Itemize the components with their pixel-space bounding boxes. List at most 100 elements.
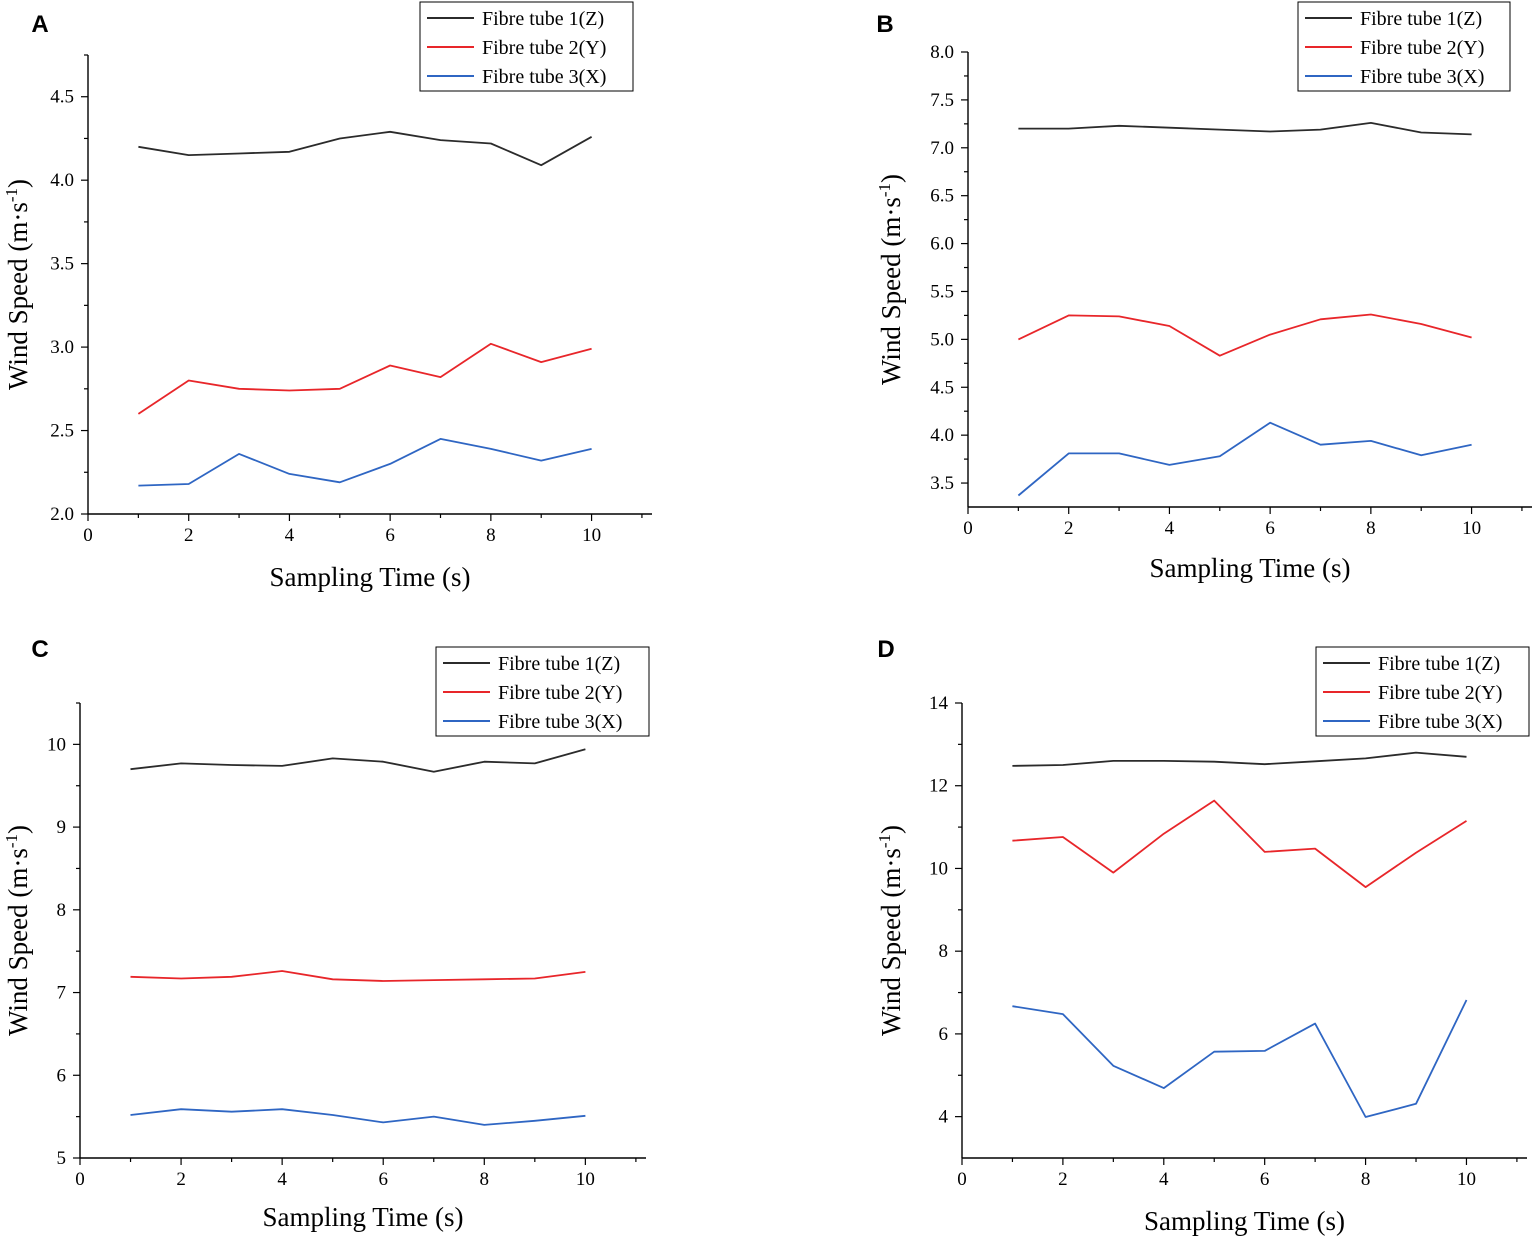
panel-letter: A — [31, 11, 48, 38]
y-axis-title-superscript: -1 — [875, 834, 894, 848]
legend-label-fibre-tube-3: Fibre tube 3(X) — [1360, 66, 1484, 88]
x-tick-label: 6 — [385, 525, 395, 546]
legend-label-fibre-tube-3: Fibre tube 3(X) — [498, 711, 622, 733]
legend-label-fibre-tube-2: Fibre tube 2(Y) — [1360, 37, 1484, 59]
y-tick-label: 10 — [47, 734, 66, 755]
y-axis-title-close: ) — [3, 825, 33, 834]
y-tick-label: 7.5 — [930, 90, 954, 111]
x-tick-label: 0 — [957, 1169, 967, 1190]
legend-label-fibre-tube-1: Fibre tube 1(Z) — [1360, 8, 1482, 30]
y-tick-label: 6.5 — [930, 186, 954, 207]
y-tick-label: 4.5 — [930, 377, 954, 398]
x-tick-label: 4 — [277, 1169, 287, 1190]
y-axis-title-close: ) — [876, 174, 906, 183]
series-line-fibre-tube-3 — [1017, 421, 1472, 497]
legend: Fibre tube 1(Z) Fibre tube 2(Y) Fibre tube… — [435, 646, 650, 737]
y-tick-label: 3.0 — [50, 337, 74, 358]
series-line-fibre-tube-3 — [130, 1108, 586, 1126]
series-line-fibre-tube-1 — [1012, 751, 1467, 767]
y-tick-label: 8 — [57, 900, 67, 921]
y-tick-label: 7.0 — [930, 138, 954, 159]
chart-panel-b: B 0 2 4 6 8 10 3.5 4.0 4.5 5.0 5.5 6.0 6.5 7.0 7.5 8.0 Sa… — [875, 1, 1532, 583]
x-tick-label: 2 — [1064, 518, 1074, 539]
x-tick-label: 2 — [184, 525, 194, 546]
x-tick-label: 6 — [1260, 1169, 1270, 1190]
y-tick-label: 2.5 — [50, 421, 74, 442]
y-tick-label: 14 — [929, 693, 949, 714]
x-tick-label: 10 — [582, 525, 601, 546]
series-line-fibre-tube-1 — [130, 748, 586, 773]
y-axis-title-close: ) — [3, 179, 33, 188]
y-tick-label: 4 — [939, 1107, 949, 1128]
series-line-fibre-tube-3 — [138, 437, 592, 487]
y-tick-label: 2.0 — [50, 504, 74, 525]
y-axis-title-main: Wind Speed (m·s — [876, 197, 906, 385]
x-tick-label: 4 — [1165, 518, 1175, 539]
x-tick-label: 10 — [576, 1169, 595, 1190]
series-line-fibre-tube-1 — [1018, 122, 1472, 136]
legend-label-fibre-tube-3: Fibre tube 3(X) — [482, 66, 606, 88]
x-tick-label: 8 — [480, 1169, 490, 1190]
y-tick-label: 8.0 — [930, 42, 954, 63]
x-axis-title: Sampling Time (s) — [1144, 1206, 1345, 1236]
x-tick-label: 10 — [1457, 1169, 1476, 1190]
y-tick-label: 3.5 — [930, 473, 954, 494]
legend-label-fibre-tube-1: Fibre tube 1(Z) — [482, 8, 604, 30]
y-axis-title-superscript: -1 — [2, 834, 21, 848]
panel-letter: C — [31, 636, 48, 663]
y-tick-label: 10 — [929, 858, 948, 879]
legend: Fibre tube 1(Z) Fibre tube 2(Y) Fibre tube… — [1297, 1, 1511, 92]
x-tick-label: 4 — [285, 525, 295, 546]
y-tick-label: 5.0 — [930, 329, 954, 350]
x-axis-title: Sampling Time (s) — [269, 562, 470, 592]
panel-letter: D — [877, 636, 894, 663]
x-tick-label: 8 — [1366, 518, 1376, 539]
x-tick-label: 6 — [1265, 518, 1275, 539]
y-axis-title: Wind Speed (m·s-1) — [875, 825, 906, 1036]
y-axis-title-main: Wind Speed (m·s — [3, 848, 33, 1036]
legend-label-fibre-tube-1: Fibre tube 1(Z) — [1378, 653, 1500, 675]
y-tick-label: 4.0 — [50, 170, 74, 191]
series-line-fibre-tube-2 — [137, 342, 592, 415]
legend-label-fibre-tube-3: Fibre tube 3(X) — [1378, 711, 1502, 733]
x-tick-label: 0 — [963, 518, 973, 539]
y-tick-label: 7 — [57, 983, 67, 1004]
panel-letter: B — [876, 11, 893, 38]
y-axis-title-close: ) — [876, 825, 906, 834]
legend: Fibre tube 1(Z) Fibre tube 2(Y) Fibre tube… — [1315, 646, 1530, 737]
y-tick-label: 9 — [57, 817, 67, 838]
x-tick-label: 6 — [378, 1169, 388, 1190]
y-tick-label: 12 — [929, 776, 948, 797]
y-tick-label: 3.5 — [50, 254, 74, 275]
x-axis-title: Sampling Time (s) — [1149, 553, 1350, 583]
series-line-fibre-tube-3 — [1012, 999, 1468, 1118]
y-axis-title: Wind Speed (m·s-1) — [875, 174, 906, 385]
x-tick-label: 8 — [1361, 1169, 1371, 1190]
x-axis-title: Sampling Time (s) — [262, 1202, 463, 1232]
y-tick-label: 6.0 — [930, 234, 954, 255]
y-tick-label: 8 — [939, 941, 949, 962]
legend-label-fibre-tube-1: Fibre tube 1(Z) — [498, 653, 620, 675]
legend-label-fibre-tube-2: Fibre tube 2(Y) — [498, 682, 622, 704]
y-axis-title: Wind Speed (m·s-1) — [2, 825, 33, 1036]
legend-label-fibre-tube-2: Fibre tube 2(Y) — [1378, 682, 1502, 704]
chart-panel-c: C 0 2 4 6 8 10 5 6 7 8 9 10 Sampling Time (s) Wind Spe… — [2, 636, 650, 1232]
y-axis-title-main: Wind Speed (m·s — [3, 202, 33, 390]
y-axis-title-main: Wind Speed (m·s — [876, 848, 906, 1036]
x-tick-label: 4 — [1159, 1169, 1169, 1190]
series-line-fibre-tube-2 — [130, 970, 586, 982]
y-tick-label: 5 — [57, 1148, 67, 1169]
legend-label-fibre-tube-2: Fibre tube 2(Y) — [482, 37, 606, 59]
y-axis-title-superscript: -1 — [875, 183, 894, 197]
x-tick-label: 2 — [1058, 1169, 1068, 1190]
y-tick-label: 6 — [57, 1065, 67, 1086]
chart-panel-a: A 0 2 4 6 8 10 2.0 2.5 3.0 3.5 4.0 4.5 Sampling Time … — [2, 1, 652, 592]
y-tick-label: 4.0 — [930, 425, 954, 446]
y-axis-title-superscript: -1 — [2, 188, 21, 202]
x-tick-label: 10 — [1462, 518, 1481, 539]
series-line-fibre-tube-1 — [138, 130, 593, 167]
legend: Fibre tube 1(Z) Fibre tube 2(Y) Fibre tube… — [419, 1, 634, 92]
y-tick-label: 6 — [939, 1024, 949, 1045]
x-tick-label: 0 — [83, 525, 93, 546]
x-tick-label: 0 — [75, 1169, 85, 1190]
